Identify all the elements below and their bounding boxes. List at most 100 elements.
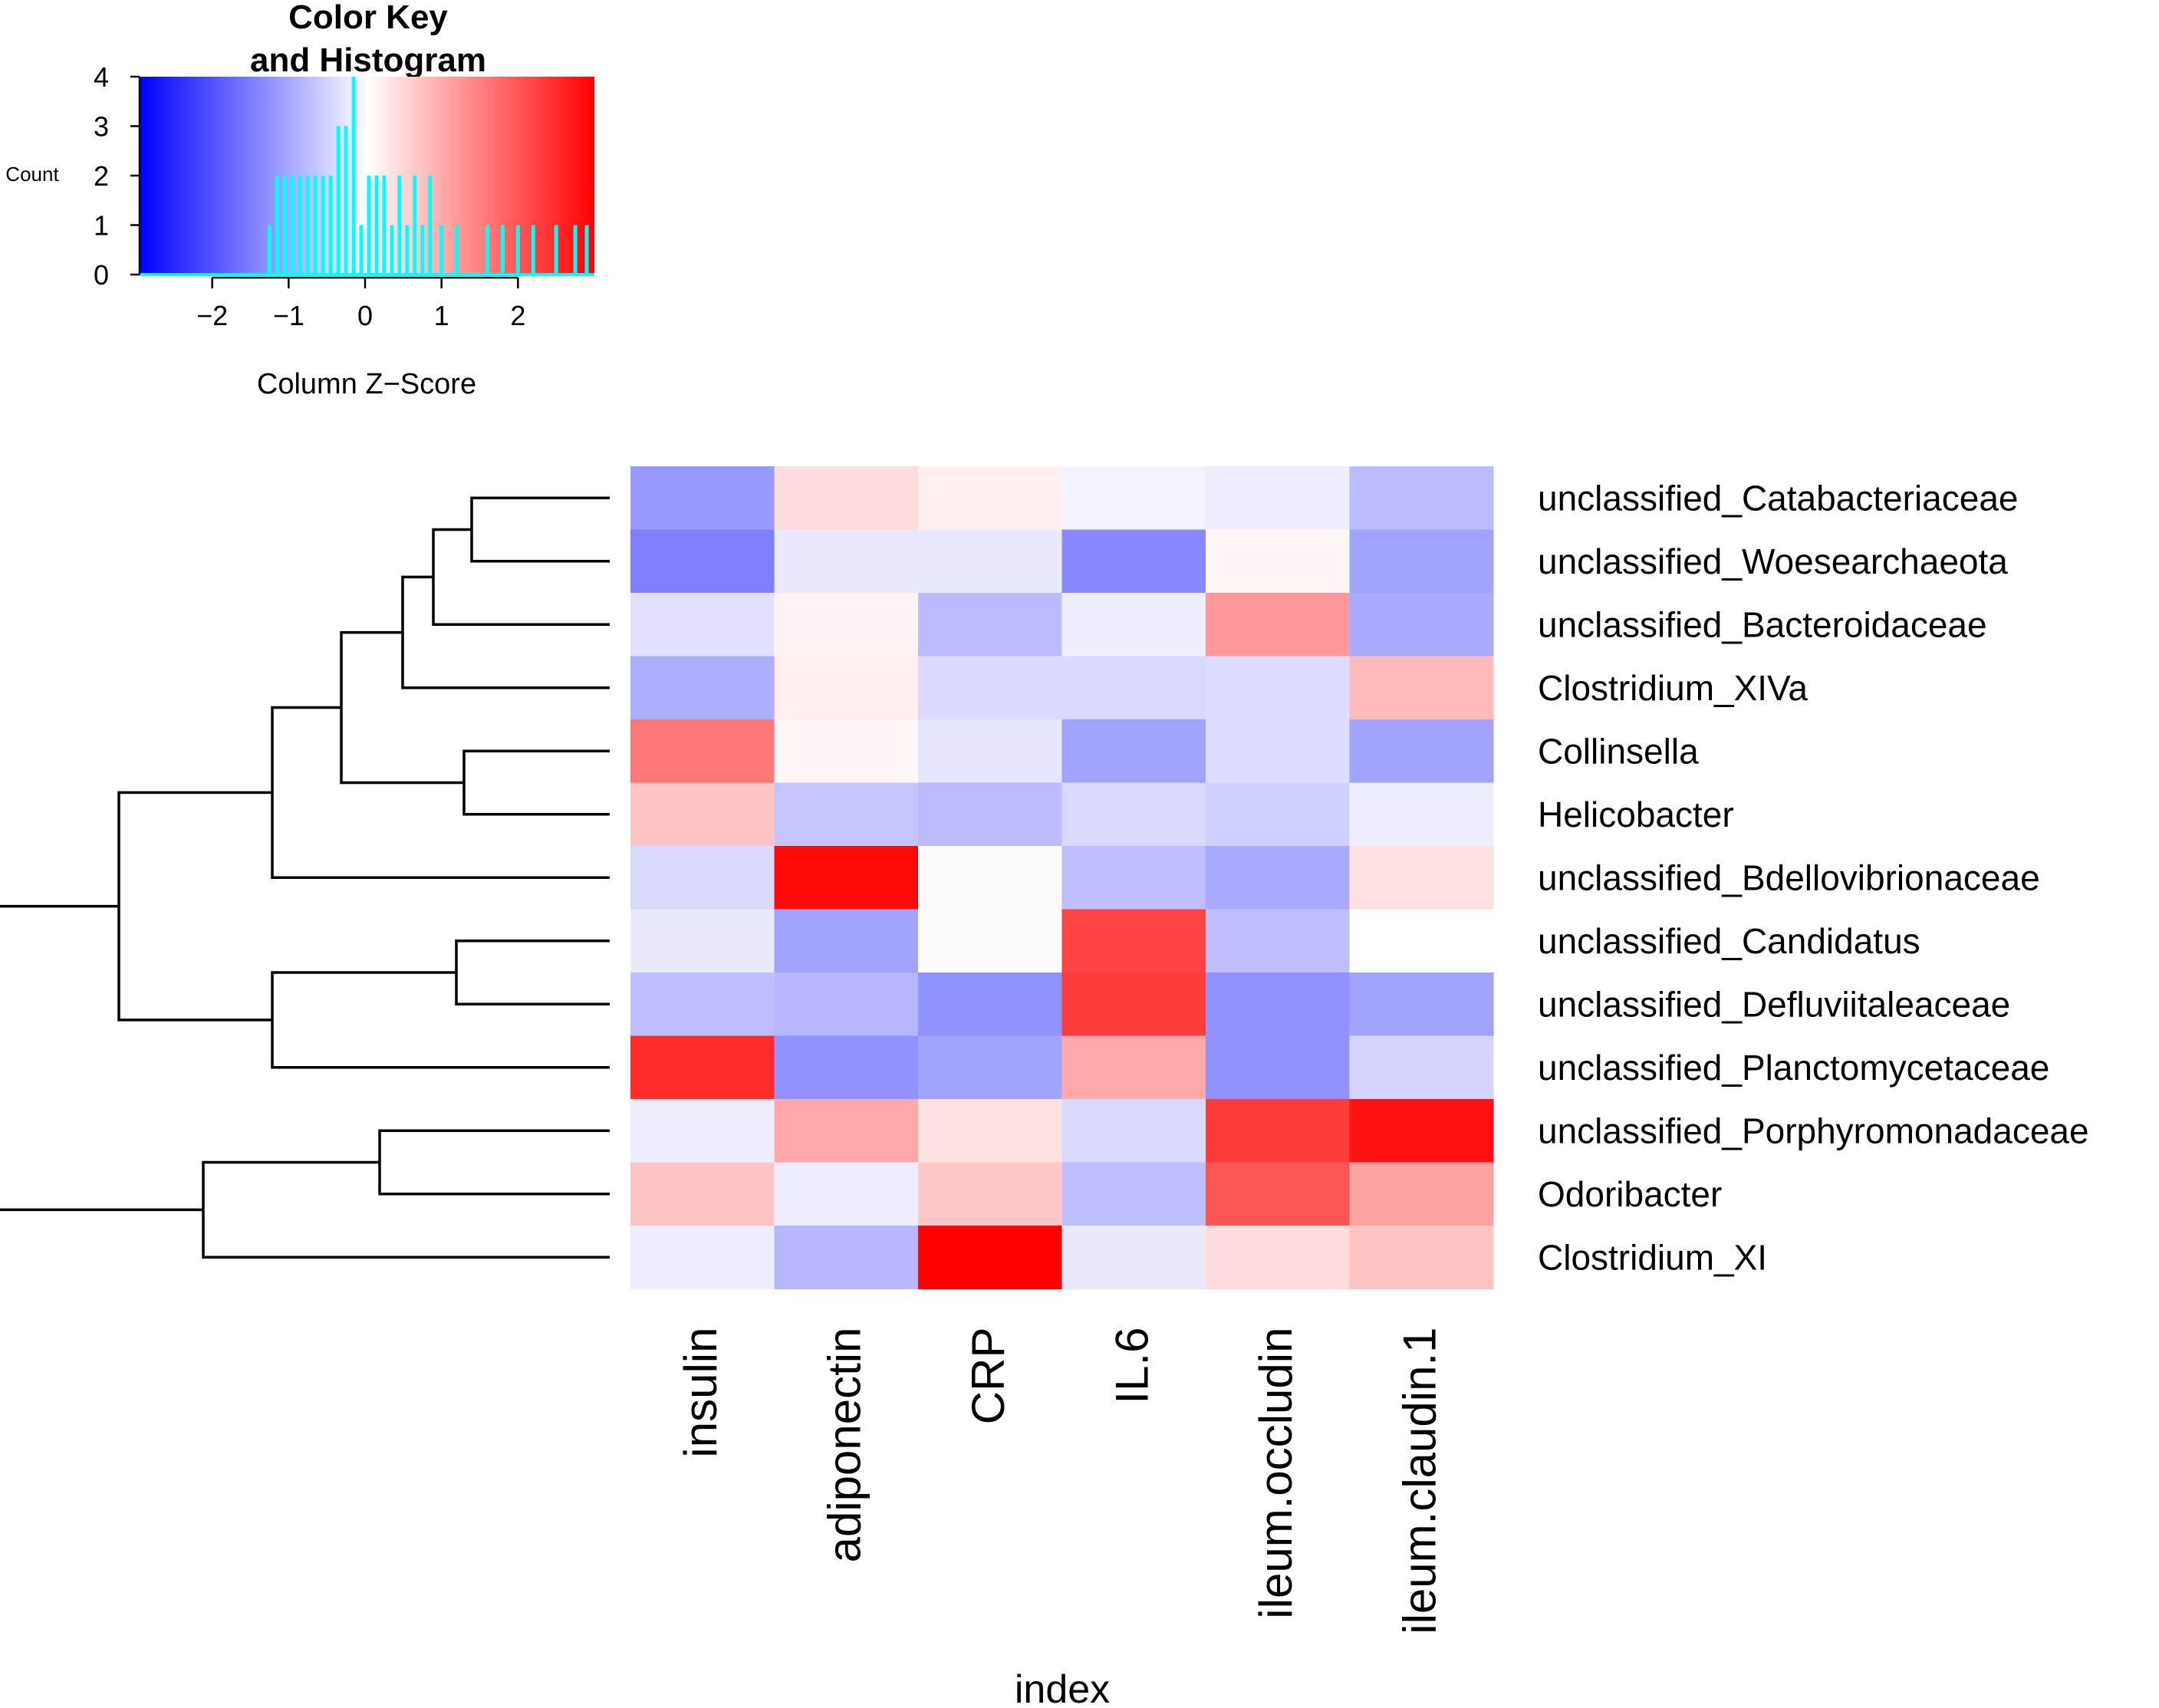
- color-key-y-tick-label: 4: [94, 61, 109, 93]
- heatmap-cell: [918, 782, 1063, 847]
- heatmap-cells: [630, 466, 1494, 1290]
- histogram-bar: [439, 225, 444, 275]
- histogram-bar: [554, 225, 558, 275]
- histogram-bar: [390, 225, 394, 275]
- histogram-bar: [298, 176, 302, 275]
- row-label: Clostridium_XI: [1538, 1237, 1767, 1277]
- histogram-bar: [344, 126, 348, 275]
- dendrogram-branch: [271, 971, 610, 1069]
- row-label: unclassified_Woesearchaeota: [1538, 541, 2008, 581]
- color-key-x-tick-label: 0: [357, 300, 373, 331]
- heatmap-cell: [918, 909, 1063, 973]
- heatmap-cell: [1061, 846, 1206, 910]
- color-key-title-line-1: Color Key: [288, 0, 448, 36]
- column-label: insulin: [675, 1328, 726, 1458]
- histogram-bar: [428, 176, 433, 275]
- heatmap-cell: [1061, 466, 1206, 531]
- dendrogram-branch: [271, 706, 610, 879]
- heatmap-cell: [918, 719, 1063, 784]
- heatmap-cell: [774, 846, 919, 910]
- color-key-y-tick-label: 0: [94, 259, 109, 291]
- color-key: Color Key and Histogram 0 1 2 3 4 −2 −1 0 1 2 Co…: [5, 0, 594, 400]
- column-label: ileum.occludin: [1250, 1328, 1302, 1619]
- heatmap-cell: [1349, 656, 1494, 720]
- heatmap-cell: [918, 529, 1063, 594]
- histogram-bar: [275, 176, 279, 275]
- heatmap-cell: [1061, 719, 1206, 784]
- heatmap-cell: [918, 1226, 1063, 1290]
- heatmap-cell: [918, 466, 1063, 531]
- color-key-y-tick-label: 1: [94, 210, 109, 242]
- heatmap-cell: [630, 1035, 775, 1100]
- column-label: CRP: [963, 1328, 1014, 1425]
- dendrogram-branch: [378, 1129, 610, 1196]
- histogram-bar: [405, 225, 410, 275]
- row-label: unclassified_Bacteroidaceae: [1538, 604, 1987, 644]
- heatmap-cell: [630, 782, 775, 847]
- histogram-bar: [531, 225, 535, 275]
- histogram-bar: [584, 225, 589, 275]
- histogram-bar: [328, 176, 333, 275]
- heatmap-cell: [1206, 656, 1351, 720]
- heatmap-cell: [774, 1099, 919, 1163]
- histogram-bar: [374, 176, 379, 275]
- column-label: IL.6: [1106, 1328, 1157, 1404]
- histogram-bar: [500, 225, 505, 275]
- color-key-x-axis-label: Column Z−Score: [257, 368, 476, 400]
- heatmap-cell: [1061, 656, 1206, 720]
- heatmap-cell: [774, 593, 919, 657]
- row-dendrogram: [0, 496, 610, 1259]
- heatmap-cell: [918, 1099, 1063, 1163]
- histogram-bar: [321, 176, 325, 275]
- heatmap-cell: [630, 719, 775, 784]
- heatmap-cell: [1061, 1035, 1206, 1100]
- heatmap-cell: [774, 1035, 919, 1100]
- row-label: unclassified_Candidatus: [1538, 921, 1920, 961]
- heatmap-cell: [1206, 782, 1351, 847]
- histogram-bar: [313, 176, 318, 275]
- heatmap-cell: [1061, 1162, 1206, 1226]
- histogram-bar: [351, 77, 356, 275]
- row-label: unclassified_Catabacteriaceae: [1538, 478, 2019, 518]
- column-label: ileum.claudin.1: [1394, 1328, 1445, 1634]
- row-label: unclassified_Defluviitaleaceae: [1538, 984, 2010, 1024]
- histogram-bar: [282, 176, 287, 275]
- heatmap-cell: [1349, 719, 1494, 784]
- heatmap-cell: [1061, 972, 1206, 1037]
- color-key-x-axis: −2 −1 0 1 2: [196, 276, 525, 331]
- heatmap-cell: [630, 846, 775, 910]
- histogram-bar: [515, 225, 520, 275]
- row-label: Helicobacter: [1538, 795, 1734, 834]
- heatmap-cell: [1061, 593, 1206, 657]
- heatmap-cell: [918, 656, 1063, 720]
- heatmap-cell: [1061, 782, 1206, 847]
- heatmap-cell: [630, 1226, 775, 1290]
- heatmap-x-axis-label: index: [1015, 1667, 1110, 1708]
- heatmap-cell: [1206, 1035, 1351, 1100]
- heatmap-cell: [1206, 529, 1351, 594]
- heatmap-cell: [1206, 1226, 1351, 1290]
- heatmap-cell: [774, 972, 919, 1037]
- heatmap-cell: [1349, 1035, 1494, 1100]
- heatmap-cell: [774, 656, 919, 720]
- color-key-x-tick-label: 2: [510, 300, 525, 331]
- heatmap-cell: [1206, 593, 1351, 657]
- histogram-bar: [485, 225, 489, 275]
- dendrogram-branch: [0, 904, 203, 1212]
- heatmap-cell: [1061, 909, 1206, 973]
- heatmap-cell: [1206, 1162, 1351, 1226]
- heatmap-cell: [1349, 846, 1494, 910]
- heatmap-cell: [774, 909, 919, 973]
- histogram-bar: [382, 176, 387, 275]
- heatmap-cell: [1206, 466, 1351, 531]
- row-label: unclassified_Bdellovibrionaceae: [1538, 857, 2040, 897]
- heatmap-cell: [1349, 782, 1494, 847]
- histogram-bar: [305, 176, 310, 275]
- heatmap-cell: [630, 1162, 775, 1226]
- row-label: Collinsella: [1538, 731, 1699, 771]
- heatmap-cell: [630, 972, 775, 1037]
- heatmap-cell: [1349, 466, 1494, 531]
- heatmap-cell: [630, 656, 775, 720]
- heatmap-cell: [774, 529, 919, 594]
